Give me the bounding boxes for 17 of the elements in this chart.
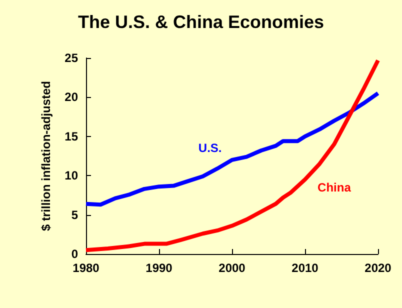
x-tick-label: 2000	[218, 261, 246, 275]
line-series	[84, 91, 380, 207]
y-tick-label: 20	[64, 90, 78, 104]
series-label: U.S.	[198, 141, 222, 156]
series-label: China	[318, 180, 352, 194]
x-tick-label: 1980	[72, 261, 100, 275]
y-tick-label: 0	[71, 247, 78, 261]
y-tick-label: 15	[64, 129, 78, 144]
y-tick-label: 5	[71, 208, 78, 222]
y-tick-label: 25	[64, 51, 78, 65]
chart-title: The U.S. & China Economies	[78, 12, 324, 32]
x-tick-label: 2010	[292, 261, 319, 275]
y-tick-label: 10	[64, 168, 78, 183]
y-axis-title: $ trillion inflation-adjusted	[39, 81, 53, 231]
x-tick-label: 1990	[146, 261, 173, 275]
line-series	[84, 58, 380, 252]
x-tick-label: 2020	[364, 261, 392, 275]
